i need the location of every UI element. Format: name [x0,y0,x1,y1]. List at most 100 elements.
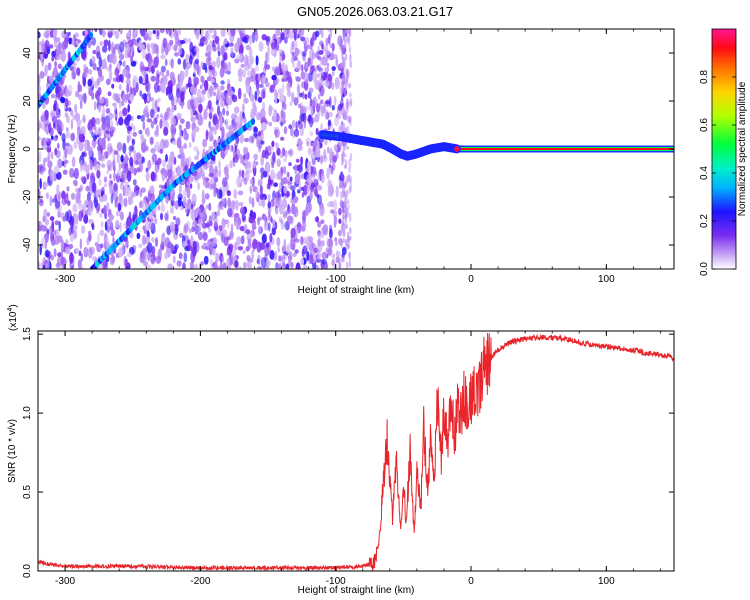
noise-blob [146,94,150,102]
noise-blob [189,245,193,252]
noise-blob [132,131,137,137]
noise-blob [113,182,118,192]
noise-blob [217,105,220,116]
noise-blob [248,264,251,269]
snr-ylabel: SNR (10 * v/v) [7,419,18,483]
noise-blob [38,122,42,130]
noise-blob [303,119,306,129]
noise-blob [272,151,276,163]
noise-blob [325,100,331,105]
noise-blob [44,40,50,50]
spectrogram-noise-field [38,29,353,269]
noise-blob [298,121,303,130]
noise-edge-blob [346,145,349,150]
noise-blob [282,195,287,200]
noise-blob [165,90,169,96]
noise-blob [245,162,249,168]
noise-blob [272,112,277,117]
noise-edge-blob [348,83,352,88]
noise-edge-blob [346,104,349,114]
noise-blob [292,62,295,68]
noise-blob [150,121,155,129]
noise-blob [248,196,252,205]
noise-blob [166,225,172,236]
noise-blob [251,31,256,44]
x-tick-label: 0 [468,576,474,587]
noise-blob [169,39,174,46]
noise-blob [341,247,347,256]
noise-blob [302,106,307,114]
noise-blob [122,68,128,77]
noise-blob [127,67,130,73]
noise-blob [307,147,311,157]
noise-blob [160,82,166,94]
noise-blob [40,114,46,122]
noise-blob [301,192,305,198]
noise-blob [309,47,313,60]
noise-blob [58,121,64,133]
noise-blob [258,225,261,235]
noise-edge-blob [348,158,351,166]
noise-blob [97,233,100,243]
noise-edge-blob [349,53,352,62]
noise-edge-blob [345,75,349,83]
noise-blob [61,41,66,51]
noise-blob [94,29,98,32]
noise-blob [186,180,190,186]
noise-blob [171,140,178,145]
noise-blob [252,238,258,250]
noise-blob [42,257,47,265]
noise-blob [112,77,119,82]
noise-blob [156,35,160,40]
noise-blob [267,201,271,209]
noise-blob [141,256,147,263]
noise-blob [98,195,103,203]
noise-blob [126,170,132,182]
noise-blob [136,115,142,120]
noise-blob [150,147,156,154]
noise-blob [228,263,232,269]
noise-blob [309,131,314,137]
noise-blob [170,58,174,69]
noise-blob [285,150,288,159]
noise-blob [159,212,164,221]
noise-blob [151,153,158,163]
noise-edge-blob [346,244,350,250]
noise-blob [41,145,48,150]
noise-blob [117,169,122,177]
noise-blob [73,225,77,231]
noise-blob [188,176,194,183]
noise-blob [243,146,249,155]
noise-blob [261,122,267,131]
noise-blob [167,168,173,179]
noise-blob [170,199,175,207]
noise-blob [74,213,79,225]
noise-blob [136,232,141,240]
noise-blob [124,163,129,171]
noise-blob [279,55,283,63]
noise-blob [289,237,296,245]
noise-blob [102,194,108,202]
noise-blob [190,203,194,210]
noise-blob [48,122,52,134]
noise-blob [180,160,186,168]
noise-edge-blob [342,148,345,158]
noise-blob [139,90,143,97]
noise-blob [221,126,225,138]
noise-blob [226,92,230,104]
noise-blob [249,185,253,194]
noise-blob [131,138,136,146]
noise-blob [132,210,136,216]
noise-blob [130,196,134,205]
noise-edge-blob [341,88,344,94]
noise-blob [147,36,152,41]
noise-blob [209,220,213,227]
noise-blob [168,85,173,94]
y-tick-label: 40 [22,47,33,59]
noise-edge-blob [341,200,345,206]
noise-blob [220,45,225,56]
noise-blob [275,207,279,215]
noise-blob [294,206,299,213]
noise-blob [225,110,230,117]
